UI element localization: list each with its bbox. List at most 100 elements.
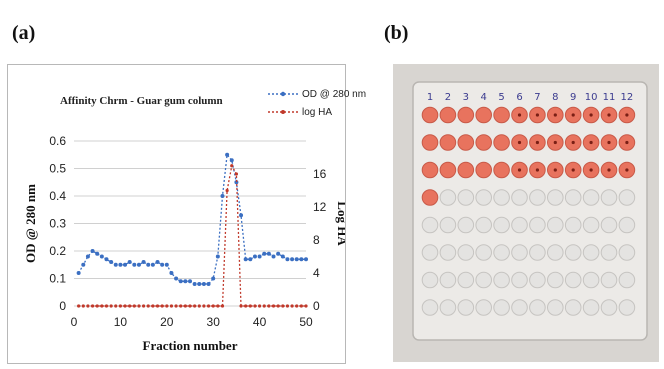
panel-b-label: (b) xyxy=(384,22,409,44)
data-point-od xyxy=(243,257,248,262)
x-tick-label: 0 xyxy=(71,315,78,329)
data-point-od xyxy=(276,251,281,256)
well-empty xyxy=(600,189,618,206)
well-empty xyxy=(547,271,564,289)
data-point-od xyxy=(81,262,86,267)
data-point-ha xyxy=(174,304,178,308)
well-empty xyxy=(600,271,618,289)
y2-tick-label: 0 xyxy=(313,299,320,313)
well-empty xyxy=(511,189,528,206)
data-point-ha xyxy=(234,172,238,176)
well-empty xyxy=(439,299,457,316)
data-point-od xyxy=(127,260,132,264)
well-pellet xyxy=(589,140,593,145)
well-empty xyxy=(582,299,600,316)
data-point-od xyxy=(271,254,276,259)
data-point-od xyxy=(215,254,220,259)
well-pellet xyxy=(607,168,611,172)
well-empty xyxy=(582,271,600,289)
well-red xyxy=(493,161,510,179)
data-point-od xyxy=(146,262,151,267)
well-empty xyxy=(475,299,492,316)
data-point-ha xyxy=(299,304,303,308)
data-point-od xyxy=(197,282,202,286)
plate-column-number: 5 xyxy=(498,92,504,103)
data-point-ha xyxy=(202,304,206,308)
data-point-ha xyxy=(183,304,187,308)
data-point-ha xyxy=(225,188,229,193)
well-empty xyxy=(421,271,439,289)
well-empty xyxy=(529,189,546,206)
data-point-ha xyxy=(142,304,146,308)
well-empty xyxy=(439,244,457,261)
well-pellet xyxy=(571,113,575,117)
data-point-ha xyxy=(128,304,132,308)
well-empty xyxy=(457,244,475,261)
well-pellet xyxy=(625,140,629,145)
y-tick-label: 0 xyxy=(59,299,66,313)
data-point-ha xyxy=(165,304,169,308)
plate-column-number: 8 xyxy=(552,92,558,103)
well-empty xyxy=(439,216,457,234)
data-point-ha xyxy=(244,304,248,308)
y-tick-label: 0.5 xyxy=(49,162,66,176)
data-point-ha xyxy=(239,304,243,308)
well-empty xyxy=(529,244,546,261)
x-tick-label: 50 xyxy=(299,315,313,329)
data-point-ha xyxy=(151,304,155,308)
data-point-ha xyxy=(114,304,118,308)
chart-panel: 0 0.1 0.2 0.3 0.4 0.5 0.6 0 4 8 12 16 0 10 20 30 40 50 Fra… xyxy=(7,64,366,364)
well-empty xyxy=(618,244,636,261)
well-pellet xyxy=(517,140,522,145)
well-empty xyxy=(618,299,636,316)
data-point-ha xyxy=(118,304,122,308)
well-empty xyxy=(511,271,528,289)
data-point-ha xyxy=(100,304,104,308)
data-point-ha xyxy=(109,304,113,308)
data-point-ha xyxy=(197,304,201,308)
plate-column-number: 3 xyxy=(463,92,469,103)
legend-item-ha: log HA xyxy=(268,103,366,121)
plate-column-number: 7 xyxy=(534,92,540,103)
well-empty xyxy=(600,299,618,316)
data-point-ha xyxy=(95,304,99,308)
microplate: 1 2 3 4 5 6 7 8 9 10 11 12 xyxy=(393,64,659,362)
well-empty xyxy=(582,216,600,234)
data-point-od xyxy=(266,251,271,256)
chart-plot: 0 0.1 0.2 0.3 0.4 0.5 0.6 0 4 8 12 16 0 10 20 30 40 50 Fra… xyxy=(23,134,345,353)
data-point-ha xyxy=(276,304,280,308)
well-empty xyxy=(493,189,510,206)
data-point-od xyxy=(248,257,253,262)
data-point-ha xyxy=(248,304,252,308)
well-pellet xyxy=(553,168,557,172)
plate-column-number: 10 xyxy=(585,92,598,103)
well-empty xyxy=(600,244,618,261)
data-point-ha xyxy=(220,304,225,308)
data-point-ha xyxy=(295,304,299,308)
data-point-od xyxy=(160,262,165,267)
well-empty xyxy=(457,271,475,289)
well-red xyxy=(493,106,510,124)
well-empty xyxy=(511,244,528,261)
well-empty xyxy=(547,299,564,316)
data-point-od xyxy=(174,276,179,281)
well-pellet xyxy=(625,168,629,172)
data-point-ha xyxy=(304,304,308,308)
data-point-od xyxy=(257,254,262,259)
data-point-ha xyxy=(90,304,95,308)
chart-title: Affinity Chrm - Guar gum column xyxy=(60,95,223,107)
data-point-od xyxy=(136,262,141,267)
data-point-ha xyxy=(271,304,276,308)
well-empty xyxy=(439,271,457,289)
well-pellet xyxy=(517,113,522,117)
well-empty xyxy=(547,244,564,261)
well-empty xyxy=(475,189,492,206)
well-empty xyxy=(582,244,600,261)
data-point-ha xyxy=(281,304,285,308)
data-point-od xyxy=(225,152,230,157)
legend-item-od: OD @ 280 nm xyxy=(268,85,366,103)
data-point-od xyxy=(118,262,123,267)
well-empty xyxy=(457,216,475,234)
data-point-ha xyxy=(267,304,271,308)
data-point-od xyxy=(183,279,188,284)
